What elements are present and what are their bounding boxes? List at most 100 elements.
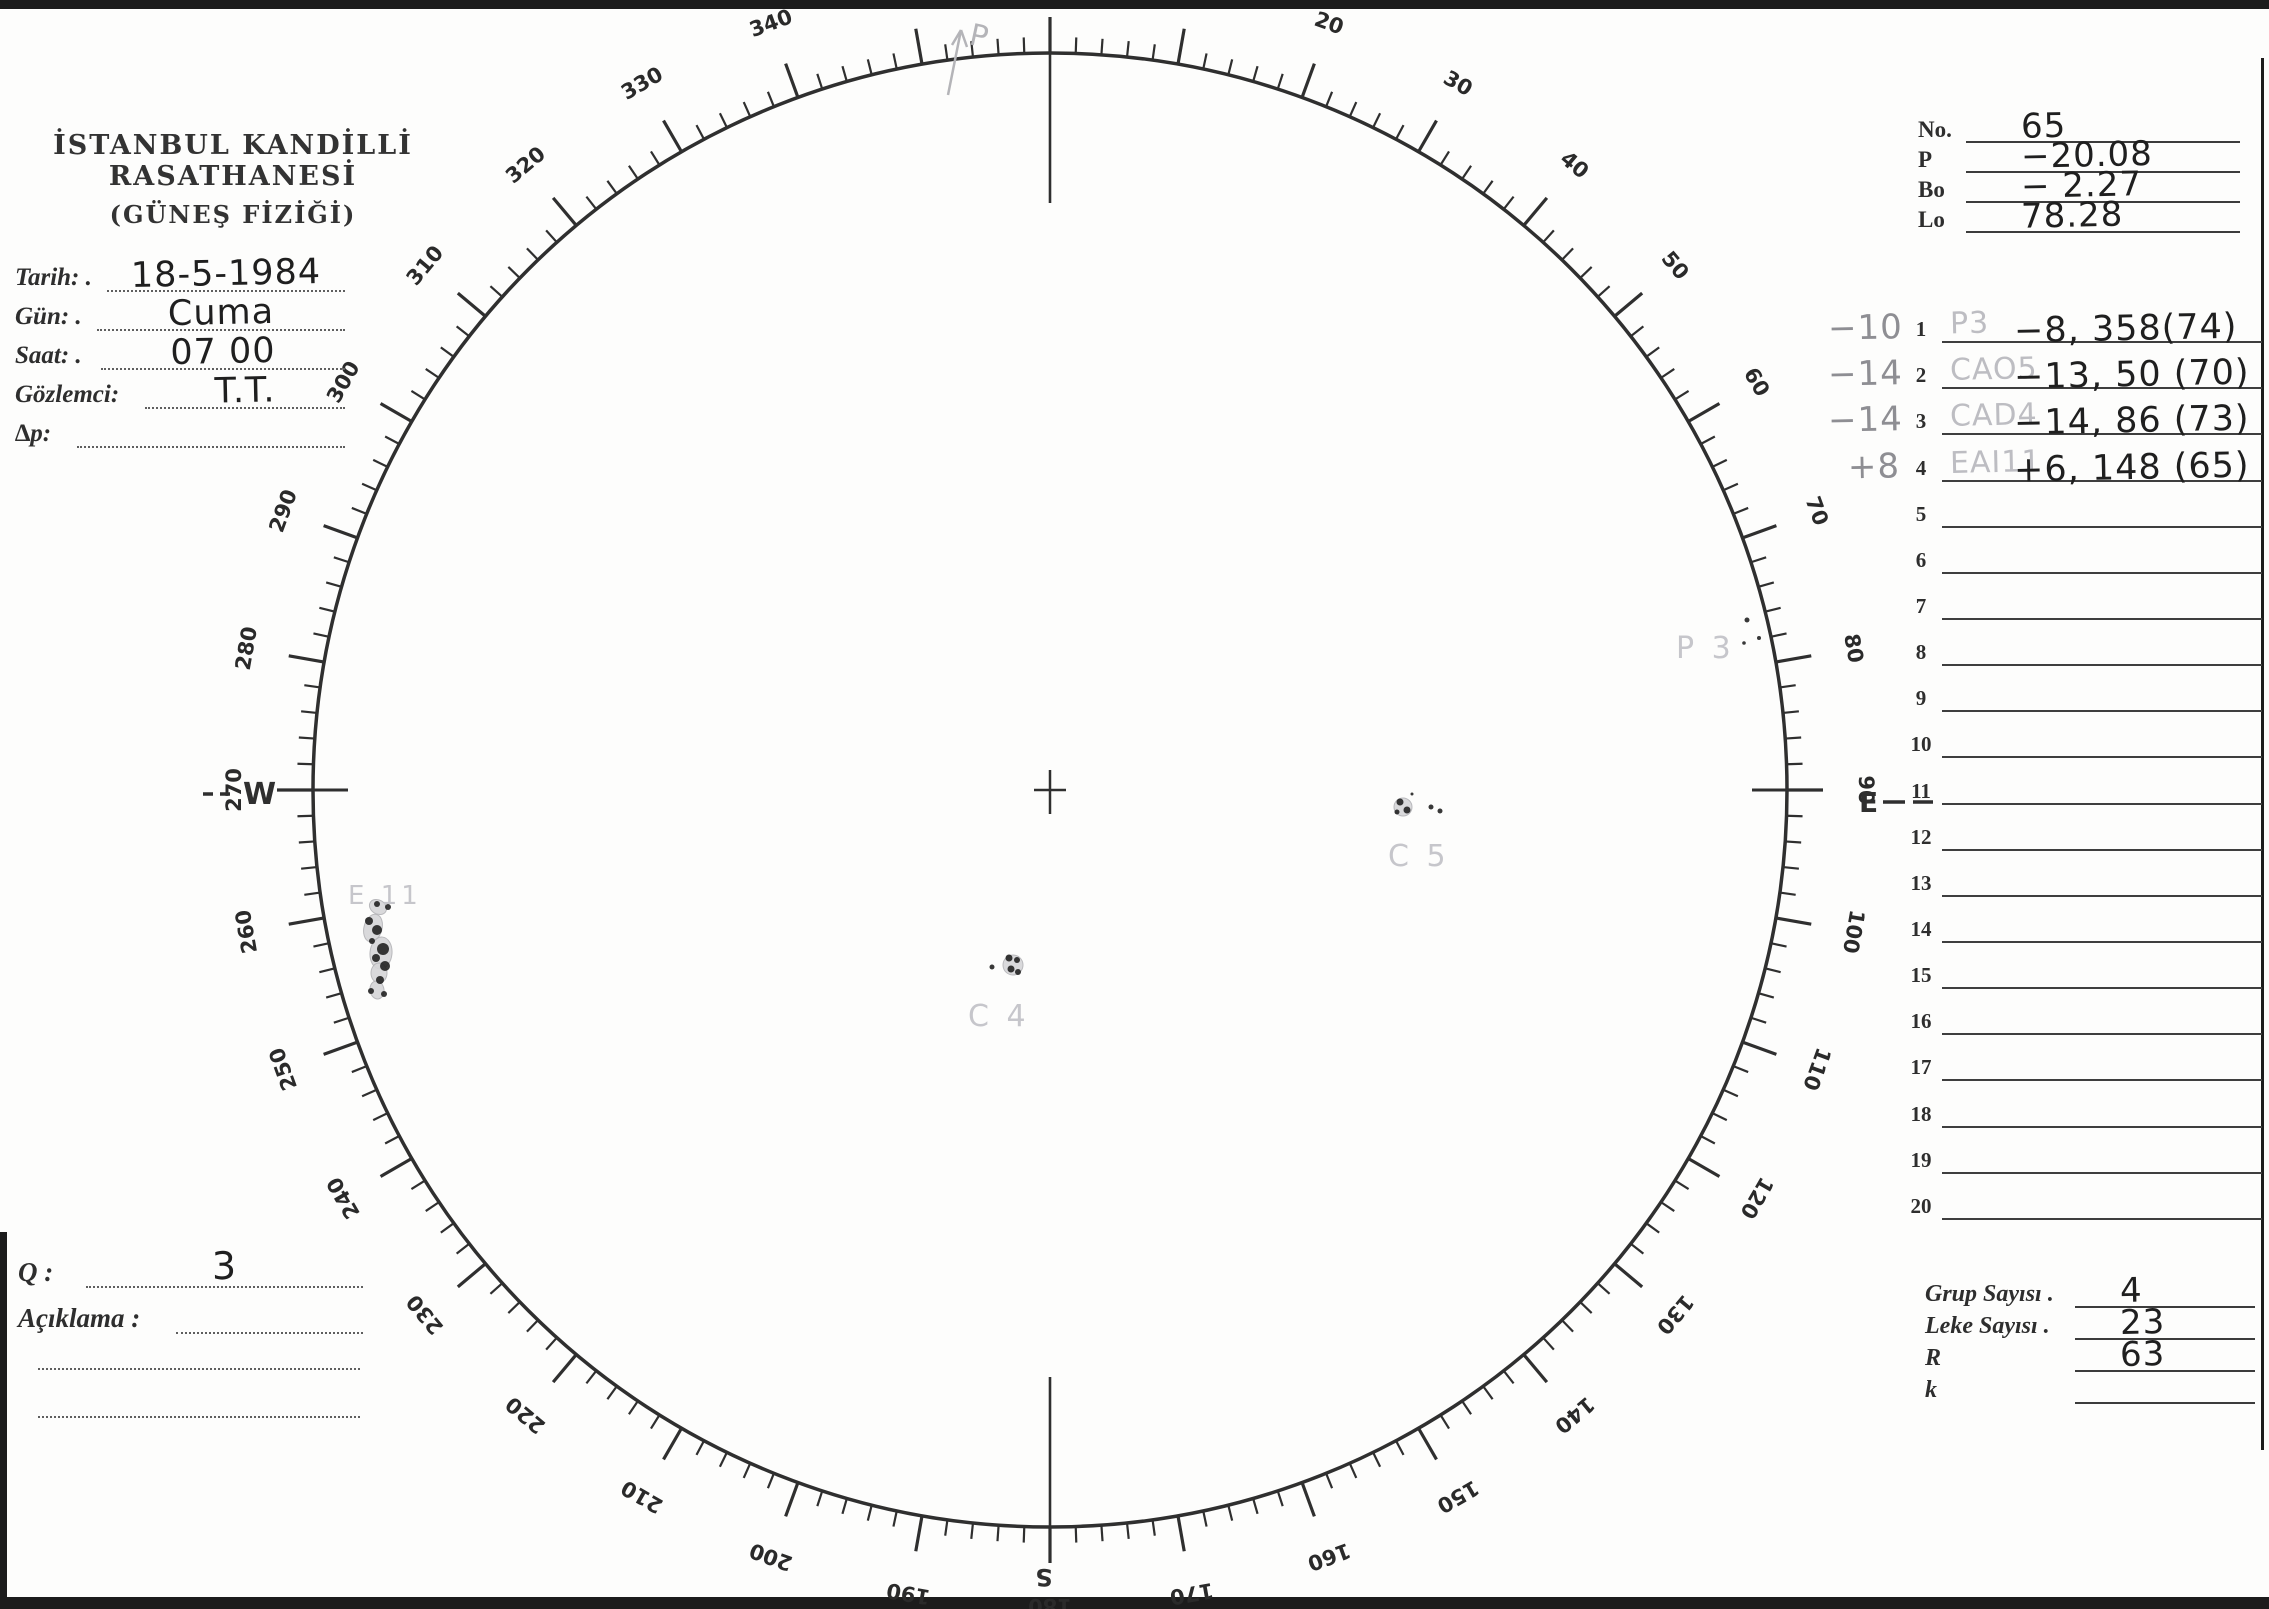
observation-row-line (1942, 803, 2262, 851)
degree-tick (323, 1040, 358, 1056)
observation-row-line (1942, 895, 2262, 943)
degree-label: 210 (617, 1475, 667, 1518)
degree-tick (1395, 124, 1405, 140)
degree-tick (288, 916, 325, 926)
summary-row: Leke Sayısı . 23 (1925, 1302, 2255, 1343)
degree-tick (545, 229, 558, 244)
degree-tick (1074, 37, 1078, 54)
sunspot-P3 (1742, 641, 1746, 645)
degree-tick (1542, 1336, 1555, 1351)
degree-tick (1100, 1525, 1104, 1542)
aciklama-extra-line-2 (38, 1388, 360, 1418)
scan-edge-left (0, 1232, 7, 1597)
meta-label: Tarih: . (15, 264, 92, 291)
observation-row-line (1942, 941, 2262, 990)
q-value: 3 (211, 1243, 238, 1289)
sunspot-P3 (1744, 617, 1750, 623)
observation-row-line (1942, 526, 2262, 574)
degree-label: 340 (746, 4, 795, 42)
sunspot-EAI11 (377, 943, 389, 955)
degree-label: 230 (402, 1290, 449, 1339)
degree-tick (695, 124, 705, 140)
degree-tick (1561, 1319, 1574, 1333)
degree-label: 200 (746, 1538, 795, 1576)
observation-row: 7 (1828, 574, 2262, 620)
degree-tick (288, 654, 325, 664)
degree-label: 330 (617, 62, 667, 105)
meta-value: Cuma (167, 291, 275, 335)
observation-row-number: 5 (1915, 501, 1927, 526)
degree-tick (1227, 1504, 1234, 1521)
sunspot-P3 (1757, 636, 1761, 640)
sunspot-C4 (1005, 954, 1013, 962)
degree-tick (325, 992, 342, 999)
observation-row-line: EAI11 +6, 148 (65) (1942, 433, 2262, 490)
scan-edge-bottom (0, 1597, 2269, 1609)
degree-tick (944, 1519, 949, 1536)
ephemeris-label: No. (1918, 117, 1952, 142)
observation-row-number: 13 (1910, 870, 1932, 895)
degree-tick (1660, 368, 1675, 379)
degree-tick (456, 1262, 487, 1289)
degree-tick (996, 1525, 1000, 1542)
degree-tick (304, 891, 321, 896)
degree-tick (1596, 1282, 1611, 1295)
degree-tick (1300, 1482, 1316, 1517)
meta-value: 07 00 (169, 330, 277, 374)
degree-tick (718, 112, 728, 129)
degree-label: 140 (1550, 1392, 1599, 1439)
observation-row-line (1942, 618, 2262, 667)
observation-row-line (1942, 710, 2262, 759)
summary-row: k (1925, 1372, 2255, 1404)
degree-tick (1779, 891, 1796, 896)
degree-tick (1786, 762, 1803, 766)
degree-tick (455, 1242, 470, 1255)
degree-tick (1348, 101, 1358, 118)
degree-tick (1700, 1135, 1716, 1145)
degree-tick (1779, 684, 1796, 689)
degree-tick (384, 1135, 400, 1145)
sunspot-C5 (1394, 809, 1400, 815)
degree-tick (1202, 1510, 1208, 1527)
observation-meta-form: Tarih: . 18-5-1984 Gün: . Cuma Saat: . 07 00 G… (15, 252, 345, 449)
degree-tick (1687, 402, 1721, 423)
observation-row-line (1942, 987, 2262, 1036)
degree-tick (1482, 1385, 1494, 1400)
degree-tick (1252, 1498, 1259, 1515)
q-row: Q : 3 (18, 1244, 363, 1288)
observatory-subtitle: (GÜNEŞ FİZİĞİ) (109, 200, 357, 229)
degree-label: 80 (1839, 632, 1868, 665)
degree-tick (1482, 180, 1494, 195)
ephemeris-line: 78.28 (1966, 195, 2240, 237)
degree-tick (1439, 150, 1450, 166)
degree-tick (1775, 654, 1812, 664)
degree-tick (526, 247, 539, 261)
degree-tick (606, 180, 618, 195)
degree-tick (784, 1482, 800, 1517)
observation-row-line (1942, 849, 2262, 897)
observation-list: −10 1 P3 −8, 358(74) −14 2 CAO5 −13, 50 (70) −14… (1828, 297, 2262, 1220)
degree-tick (1151, 1519, 1156, 1536)
summary-line (2075, 1370, 2255, 1404)
observation-row: 14 (1828, 897, 2262, 943)
degree-tick (379, 402, 413, 423)
aciklama-row: Açıklama : (18, 1294, 363, 1334)
sunspot-EAI11 (380, 961, 390, 971)
observation-row-number: 7 (1915, 593, 1927, 618)
degree-label: 350 (885, 0, 932, 2)
degree-tick (1502, 195, 1515, 210)
summary-label: k (1925, 1377, 1937, 1403)
ephemeris-value: 78.28 (2020, 194, 2124, 237)
pole-arrow (950, 29, 963, 46)
degree-tick (1630, 1242, 1645, 1255)
sunspot-C5 (1437, 808, 1443, 814)
summary-label: Leke Sayısı . (1925, 1313, 2050, 1339)
degree-tick (1674, 390, 1690, 401)
degree-tick (1461, 1400, 1472, 1415)
degree-label: 150 (1433, 1475, 1483, 1518)
observation-row-number: 19 (1910, 1147, 1932, 1172)
observation-row-line (1942, 756, 2262, 805)
observation-row-number: 18 (1910, 1101, 1932, 1126)
degree-tick (742, 1462, 752, 1479)
degree-label: 160 (1304, 1538, 1353, 1576)
